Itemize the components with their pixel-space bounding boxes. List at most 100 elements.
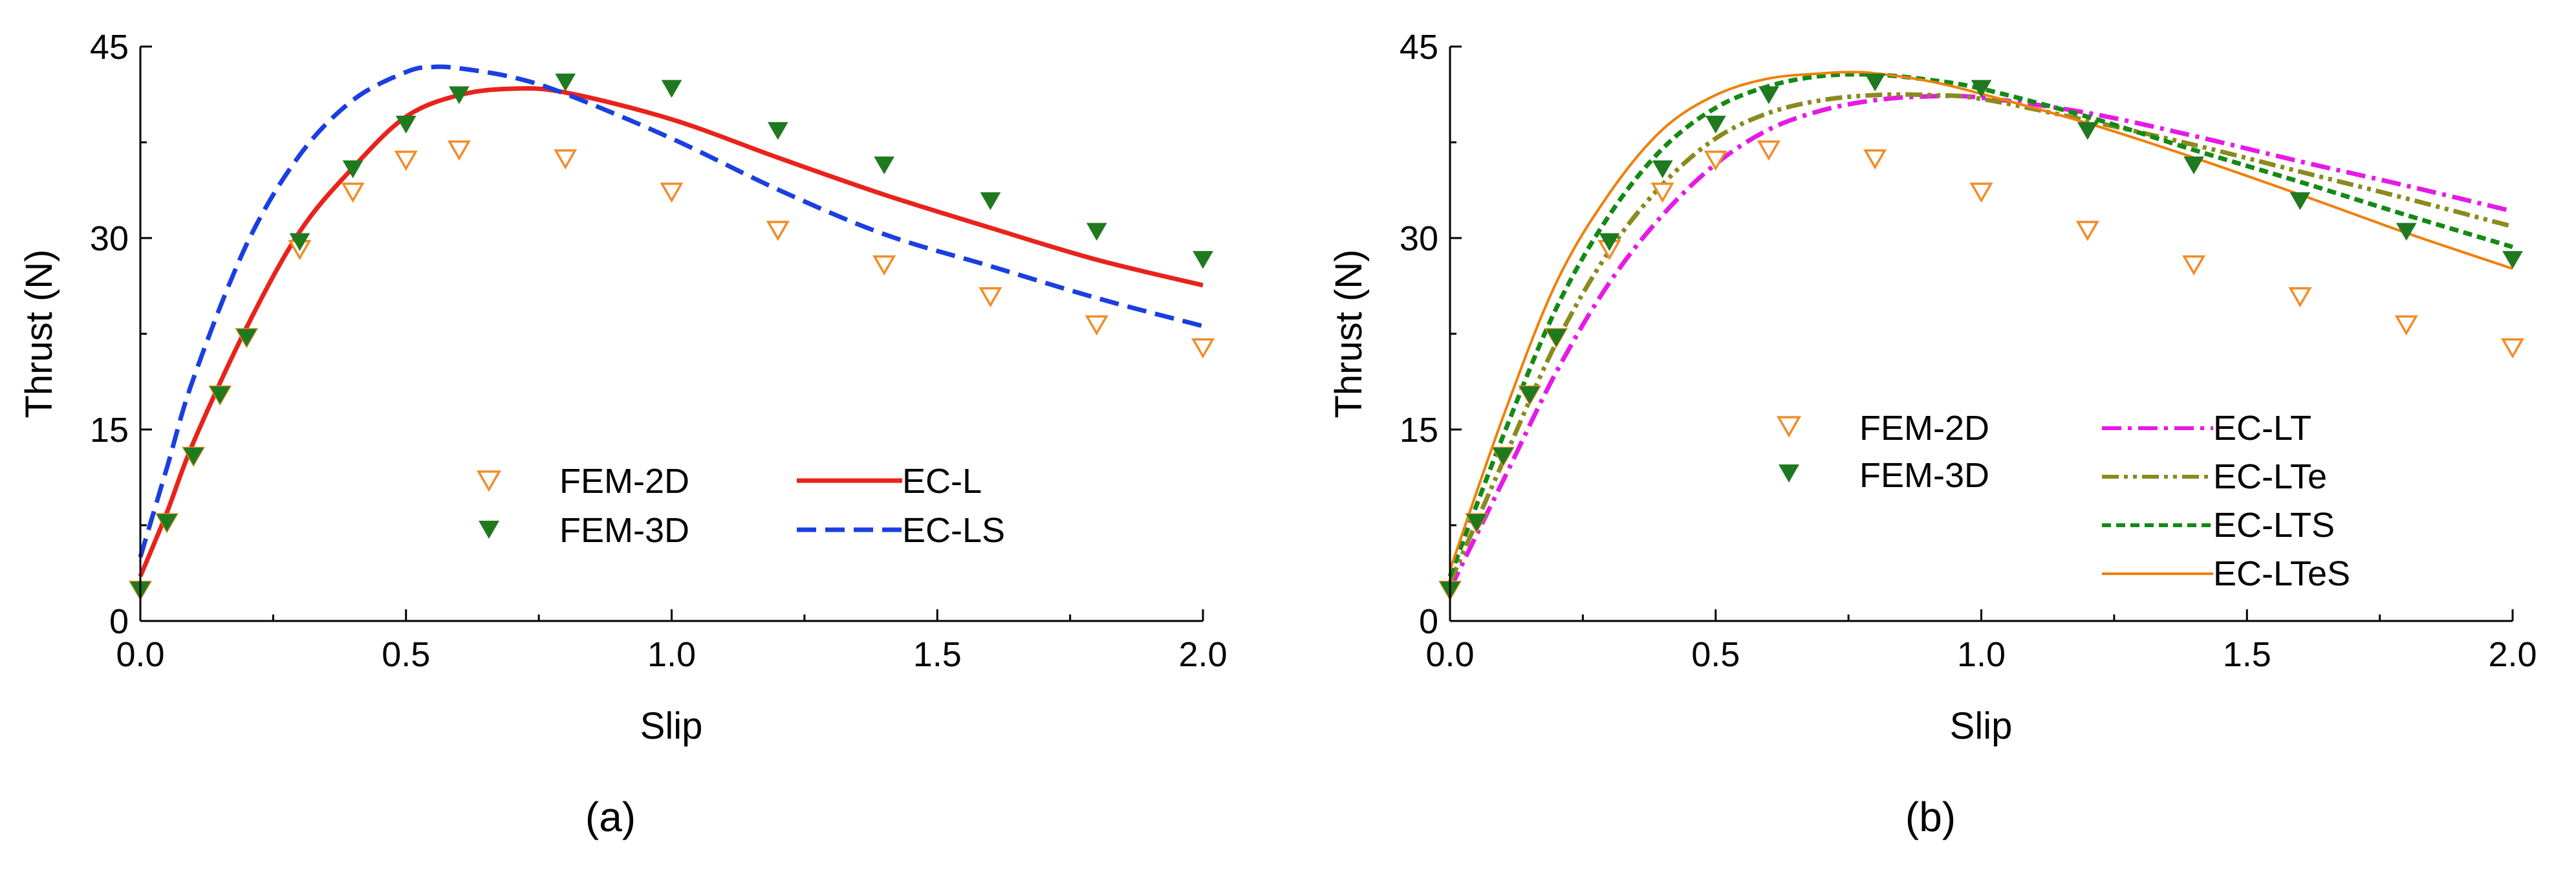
x-tick-label: 1.5 xyxy=(2223,635,2271,674)
legend-label-fem-2d-b: FEM-2D xyxy=(1859,409,1989,448)
data-point-fem-3d xyxy=(2289,192,2311,210)
data-point-fem-2d xyxy=(341,182,365,203)
legend-label-ec-lts: EC-LTS xyxy=(2213,506,2335,545)
y-tick-label: 45 xyxy=(90,28,129,67)
data-point-fem-3d xyxy=(1599,233,1620,251)
data-point-fem-3d xyxy=(2183,157,2204,175)
data-point-fem-2d xyxy=(2500,338,2525,359)
legend-marker-fem-3d-a xyxy=(479,521,499,539)
legend-a: FEM-2D FEM-3D EC-L EC-LS xyxy=(476,462,1005,550)
legend-label-ec-ls: EC-LS xyxy=(902,511,1005,550)
data-point-fem-3d xyxy=(1193,251,1213,269)
legend-label-ec-l: EC-L xyxy=(902,462,982,501)
data-point-fem-2d xyxy=(2394,315,2418,336)
data-point-fem-3d xyxy=(236,329,257,347)
data-point-fem-3d xyxy=(449,86,470,105)
data-point-fem-3d xyxy=(1466,514,1487,532)
x-axis-label-b: Slip xyxy=(1950,705,2013,747)
data-point-fem-2d xyxy=(1757,140,1780,161)
x-tick-label: 0.0 xyxy=(1425,635,1474,674)
x-axis-label-a: Slip xyxy=(640,705,703,747)
panel-caption-b: (b) xyxy=(1905,794,1956,840)
data-point-fem-3d xyxy=(1086,223,1107,241)
plot-area-a xyxy=(128,64,1215,602)
y-tick-label: 30 xyxy=(1400,219,1438,258)
legend-marker-fem-3d-b xyxy=(1779,464,1799,483)
series-line-ec-lts xyxy=(1447,72,2514,578)
y-axis-label-b: Thrust (N) xyxy=(1328,250,1370,419)
series-line-ec-ls xyxy=(138,64,1204,558)
data-point-fem-2d xyxy=(2075,221,2099,241)
data-point-fem-3d xyxy=(1971,80,1992,98)
y-tick-label: 45 xyxy=(1400,28,1438,67)
legend-label-fem-3d-a: FEM-3D xyxy=(559,511,689,550)
data-point-fem-2d xyxy=(2182,255,2206,276)
legend-marker-fem-2d-b xyxy=(1776,416,1802,438)
plot-area-b xyxy=(1438,71,2525,602)
legend-label-ec-ltes: EC-LTeS xyxy=(2213,554,2350,593)
data-point-fem-2d xyxy=(1969,182,1993,203)
legend-item-fem-3d-a: FEM-3D xyxy=(479,511,689,550)
legend-item-ec-lte: EC-LTe xyxy=(2102,457,2327,496)
series-line-ec-ltes xyxy=(1449,71,2513,571)
legend-label-fem-3d-b: FEM-3D xyxy=(1859,456,1989,495)
data-point-fem-3d xyxy=(395,115,417,134)
axes-b xyxy=(1449,47,2513,622)
legend-item-ec-lts: EC-LTS xyxy=(2102,506,2335,545)
data-point-fem-3d xyxy=(183,447,204,466)
legend-label-ec-lt: EC-LT xyxy=(2213,409,2311,448)
data-point-fem-2d xyxy=(447,140,471,161)
x-tick-label: 1.0 xyxy=(1957,635,2006,674)
y-ticks-a: 0 15 30 45 xyxy=(90,28,152,641)
legend-label-ec-lte: EC-LTe xyxy=(2213,457,2327,496)
data-point-fem-3d xyxy=(2396,223,2417,241)
data-point-fem-3d xyxy=(874,157,894,175)
data-point-fem-3d xyxy=(1493,447,1514,466)
data-point-fem-3d xyxy=(342,160,363,179)
panel-caption-a: (a) xyxy=(585,794,636,840)
x-tick-label: 0.5 xyxy=(382,635,430,674)
legend-item-ec-ltes: EC-LTeS xyxy=(2102,554,2350,593)
data-point-fem-3d xyxy=(661,80,682,98)
legend-item-fem-2d-b: FEM-2D xyxy=(1776,409,1989,448)
data-point-fem-3d xyxy=(210,386,231,404)
data-point-fem-2d xyxy=(766,221,790,241)
x-tick-label: 0.5 xyxy=(1691,635,1740,674)
data-point-fem-3d xyxy=(980,192,1001,210)
legend-item-ec-l: EC-L xyxy=(797,462,982,501)
y-tick-label: 30 xyxy=(90,219,129,258)
data-point-fem-2d xyxy=(394,150,418,171)
data-point-fem-3d xyxy=(1705,115,1726,134)
y-tick-label: 0 xyxy=(1419,602,1438,641)
data-point-fem-3d xyxy=(767,122,788,140)
data-point-fem-2d xyxy=(872,255,896,276)
data-point-fem-3d xyxy=(1652,160,1673,179)
legend-marker-fem-2d-a xyxy=(476,470,502,492)
legend-b: FEM-2D FEM-3D EC-LT EC-LTe EC-LTS EC-LTe… xyxy=(1776,409,2350,593)
data-point-fem-3d xyxy=(1519,386,1541,404)
data-point-fem-3d xyxy=(289,233,310,251)
data-point-fem-2d xyxy=(979,287,1002,308)
data-point-fem-2d xyxy=(554,149,578,170)
data-point-fem-3d xyxy=(2077,122,2098,140)
x-tick-label: 2.0 xyxy=(1178,635,1227,674)
data-point-fem-3d xyxy=(2502,251,2523,269)
data-point-fem-3d xyxy=(1546,329,1567,347)
data-point-fem-2d xyxy=(1704,150,1727,171)
series-line-ec-lt xyxy=(1447,93,2513,591)
y-ticks-b: 0 15 30 45 xyxy=(1400,28,1462,641)
data-point-fem-2d xyxy=(660,182,684,203)
data-point-fem-3d xyxy=(1759,86,1779,105)
legend-item-fem-3d-b: FEM-3D xyxy=(1779,456,1989,495)
x-ticks-b: 0.0 0.5 1.0 1.5 2.0 xyxy=(1425,609,2537,674)
x-tick-label: 0.0 xyxy=(116,635,164,674)
legend-label-fem-2d-a: FEM-2D xyxy=(559,462,689,501)
x-tick-label: 1.5 xyxy=(913,635,962,674)
x-tick-label: 2.0 xyxy=(2488,635,2537,674)
legend-item-ec-ls: EC-LS xyxy=(797,511,1005,550)
data-point-fem-3d xyxy=(1865,73,1886,92)
data-point-fem-2d xyxy=(2288,287,2312,308)
